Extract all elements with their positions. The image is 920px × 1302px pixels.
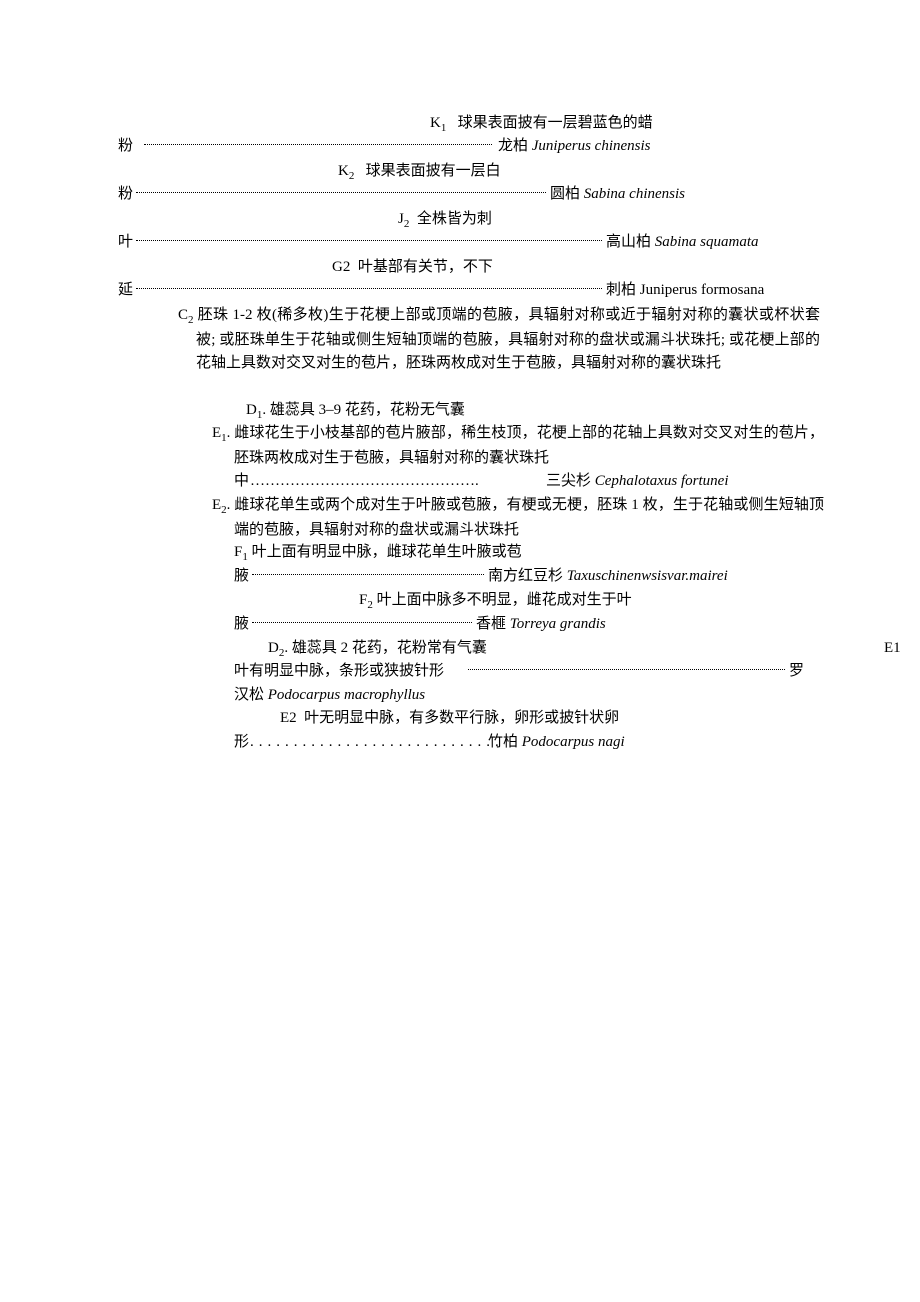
leader-dots	[136, 231, 602, 241]
key-k2-result: 圆柏 Sabina chinensis	[550, 183, 685, 206]
key-e2b-cont: 形	[234, 731, 249, 754]
right-margin-e1: E1	[884, 637, 901, 660]
key-f2-cont: 腋	[234, 613, 249, 636]
key-e2b-lead: E2 叶无明显中脉，有多数平行脉，卵形或披针状卵	[280, 707, 619, 730]
key-f2-lead: F2 叶上面中脉多不明显，雌花成对生于叶	[359, 589, 632, 614]
key-e2b-result: 竹柏 Podocarpus nagi	[488, 731, 625, 754]
key-d1-text: D1. 雄蕊具 3–9 花药，花粉无气囊	[246, 399, 465, 424]
key-f1-lead: F1 叶上面有明显中脉，雌球花单生叶腋或苞	[234, 541, 522, 566]
key-e2b-leader-spaced: .............................	[250, 731, 504, 754]
key-k1-result: 龙柏 Juniperus chinensis	[498, 135, 651, 158]
document-page: K1 球果表面披有一层碧蓝色的蜡 粉 龙柏 Juniperus chinensi…	[0, 0, 920, 1302]
key-g2-cont: 延	[118, 279, 133, 302]
key-d2-text: D2. 雄蕊具 2 花药，花粉常有气囊	[268, 637, 487, 662]
key-entry-c2: C2 胚珠 1-2 枚(稀多枚)生于花梗上部或顶端的苞腋，具辐射对称或近于辐射对…	[178, 304, 820, 376]
key-e1b-result-first: 罗	[789, 660, 804, 683]
key-entry-e1: E1. 雌球花生于小枝基部的苞片腋部，稀生枝顶，花梗上部的花轴上具数对交叉对生的…	[212, 422, 824, 470]
key-f1-cont: 腋	[234, 565, 249, 588]
leader-dots	[144, 135, 492, 145]
key-k2-lead: K2 球果表面披有一层白	[338, 160, 501, 185]
key-e1b-lead: 叶有明显中脉，条形或狭披针形	[234, 660, 444, 683]
key-entry-e2: E2. 雌球花单生或两个成对生于叶腋或苞腋，有梗或无梗，胚珠 1 枚，生于花轴或…	[212, 494, 824, 542]
key-e1-cont: 中	[234, 470, 249, 493]
key-j2-lead: J2 全株皆为刺	[398, 208, 492, 233]
key-e1-result: 三尖杉 Cephalotaxus fortunei	[546, 470, 729, 493]
leader-dots	[468, 660, 785, 670]
key-k2-cont: 粉	[118, 183, 133, 206]
key-j2-result: 高山柏 Sabina squamata	[606, 231, 759, 254]
leader-dots	[136, 183, 546, 193]
leader-dots	[252, 565, 484, 575]
key-f2-result: 香榧 Torreya grandis	[476, 613, 606, 636]
key-j2-cont: 叶	[118, 231, 133, 254]
key-f1-result: 南方红豆杉 Taxuschinenwsisvar.mairei	[488, 565, 728, 588]
key-e1b-cont: 汉松 Podocarpus macrophyllus	[234, 684, 425, 707]
key-k1-lead: K1 球果表面披有一层碧蓝色的蜡	[430, 112, 653, 137]
leader-dots	[252, 613, 472, 623]
key-g2-lead: G2 叶基部有关节，不下	[332, 256, 493, 279]
leader-dots	[136, 279, 602, 289]
key-k1-cont: 粉	[118, 135, 133, 158]
key-e1-leader-ellipsis: ……………………………………….	[250, 470, 479, 493]
key-g2-result: 刺柏 Juniperus formosana	[606, 279, 764, 302]
